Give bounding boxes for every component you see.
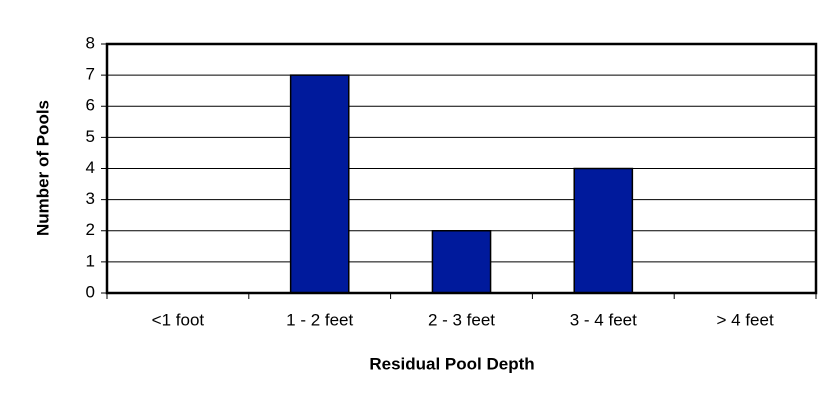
x-tick-label: 1 - 2 feet xyxy=(286,310,353,329)
y-tick-label: 1 xyxy=(86,251,95,270)
y-tick-label: 3 xyxy=(86,189,95,208)
y-tick-label: 6 xyxy=(86,96,95,115)
y-tick-label: 5 xyxy=(86,127,95,146)
x-tick-label: 2 - 3 feet xyxy=(428,310,495,329)
y-tick-label: 7 xyxy=(86,65,95,84)
y-tick-label: 4 xyxy=(86,158,95,177)
bar xyxy=(573,167,634,294)
y-tick-label: 0 xyxy=(86,282,95,301)
bar xyxy=(431,230,492,294)
y-tick-label: 2 xyxy=(86,220,95,239)
y-tick-label: 8 xyxy=(86,33,95,52)
x-tick-label: 3 - 4 feet xyxy=(570,310,637,329)
x-tick-label: <1 foot xyxy=(152,310,205,329)
bar xyxy=(289,74,350,294)
x-axis-title: Residual Pool Depth xyxy=(369,354,534,373)
x-tick-label: > 4 feet xyxy=(717,310,774,329)
y-axis-title: Number of Pools xyxy=(33,100,52,236)
plot-frame xyxy=(105,42,818,295)
